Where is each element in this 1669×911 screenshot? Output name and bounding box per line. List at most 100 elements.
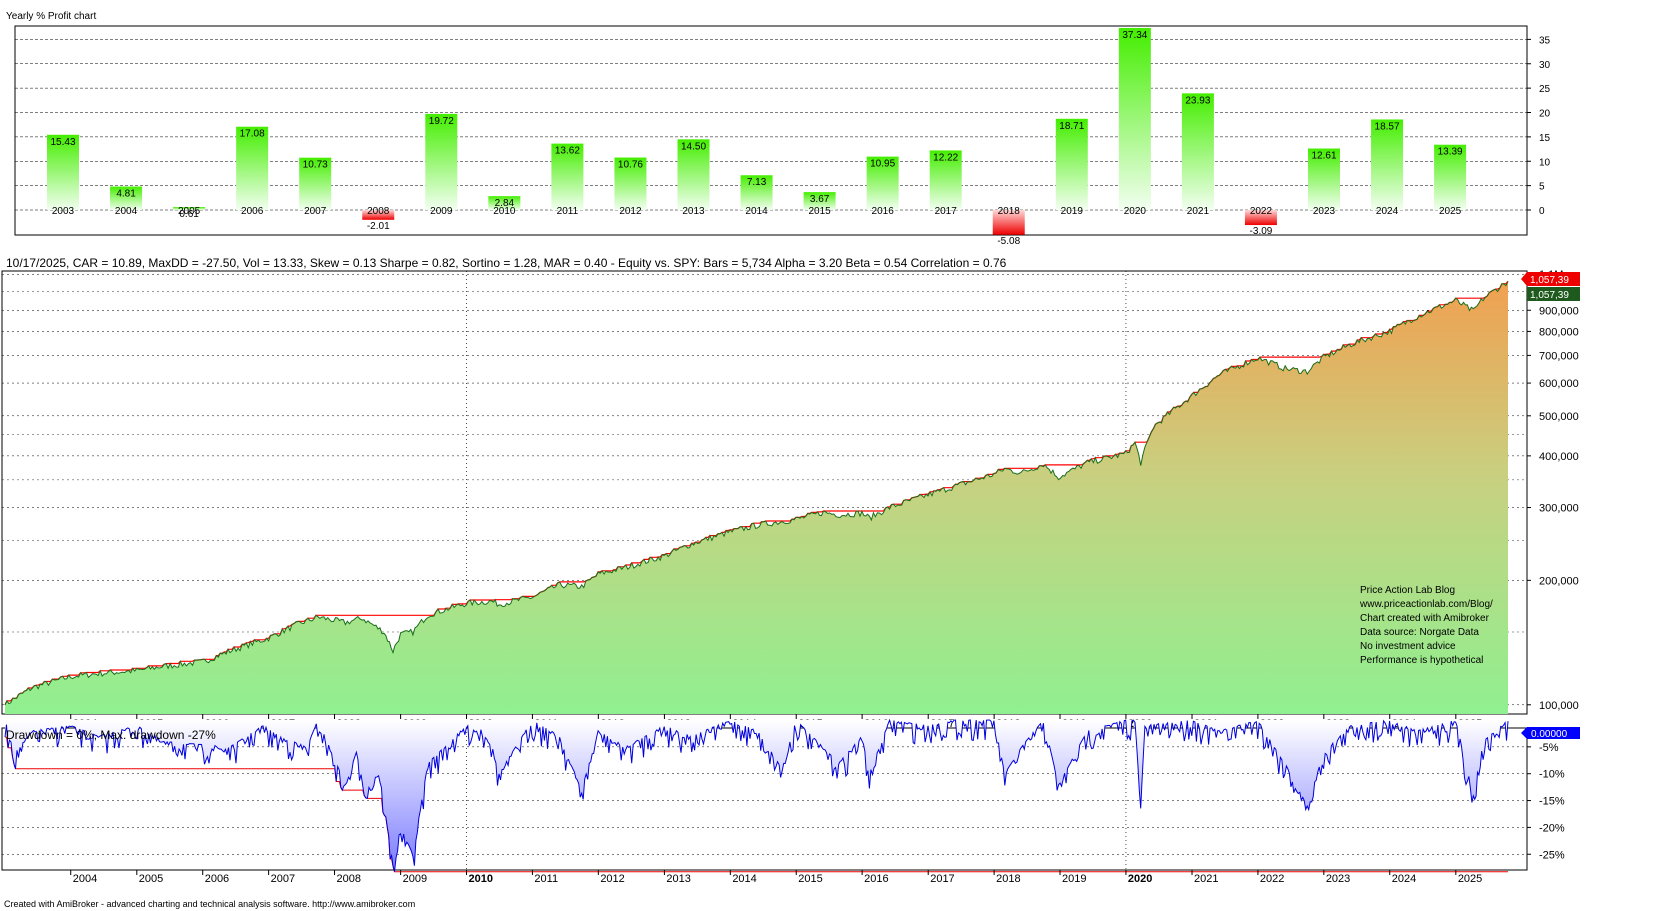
footer-credit: Created with AmiBroker - advanced charti… (4, 899, 416, 909)
drawdown-xlabel-2017: 2017 (930, 873, 954, 885)
yearly-year-label-2011: 2011 (557, 206, 579, 217)
equity-credits: Price Action Lab Blog www.priceactionlab… (1359, 585, 1493, 666)
credit-line-2: www.priceactionlab.com/Blog/ (1359, 599, 1493, 610)
yearly-year-label-2003: 2003 (52, 206, 75, 217)
yearly-value-label-2018: -5.08 (997, 236, 1020, 247)
yearly-value-label-2006: 17.08 (240, 129, 265, 140)
yearly-year-label-2008: 2008 (367, 206, 390, 217)
equity-tick-label-9: 100,000 (1539, 700, 1579, 712)
yearly-value-label-2009: 19.72 (429, 116, 454, 127)
drawdown-xlabel-2016: 2016 (864, 873, 888, 885)
equity-tick-label-7: 300,000 (1539, 503, 1579, 515)
yearly-bar-2025 (1434, 144, 1467, 210)
yearly-year-label-2022: 2022 (1250, 206, 1273, 217)
yearly-bar-2018 (992, 210, 1025, 235)
yearly-value-label-2014: 7.13 (747, 177, 767, 188)
yearly-tick-label-5: 5 (1539, 182, 1545, 193)
yearly-bar-2009 (425, 113, 458, 210)
yearly-bar-2006 (236, 126, 269, 210)
drawdown-xlabel-2014: 2014 (732, 873, 756, 885)
yearly-bar-2024 (1371, 119, 1404, 210)
yearly-y-axis: 35 30 25 20 15 10 5 0 (1527, 35, 1551, 217)
yearly-bar-2007 (299, 157, 332, 210)
yearly-value-label-2024: 18.57 (1375, 121, 1400, 132)
yearly-value-label-2021: 23.93 (1185, 95, 1210, 106)
yearly-year-label-2017: 2017 (935, 206, 958, 217)
yearly-bar-2008 (362, 210, 395, 220)
yearly-value-label-2011: 13.62 (555, 146, 580, 157)
drawdown-current-tag-label: 0.00000 (1531, 729, 1568, 740)
drawdown-xlabel-2008: 2008 (337, 873, 361, 885)
yearly-year-label-2020: 2020 (1124, 206, 1147, 217)
drawdown-current-tag (1521, 727, 1580, 739)
drawdown-xlabel-2022: 2022 (1260, 873, 1284, 885)
yearly-year-label-2025: 2025 (1439, 206, 1462, 217)
drawdown-xlabel-2010: 2010 (469, 873, 493, 885)
drawdown-xlabel-2025: 2025 (1458, 873, 1482, 885)
credit-line-3: Chart created with Amibroker (1360, 613, 1490, 624)
drawdown-xlabel-2004: 2004 (73, 873, 97, 885)
yearly-tick-label-30: 30 (1539, 60, 1551, 71)
yearly-year-label-2021: 2021 (1187, 206, 1210, 217)
yearly-bar-2022 (1244, 210, 1277, 226)
price-tag-green-label: 1,057,39 (1530, 290, 1569, 301)
drawdown-tick-label-2: -10% (1539, 769, 1565, 781)
equity-tick-label-1: 900,000 (1539, 305, 1579, 317)
drawdown-max-line (5, 736, 1508, 873)
yearly-year-label-2016: 2016 (872, 206, 895, 217)
price-tag-red (1521, 272, 1580, 286)
drawdown-line (4, 718, 1509, 872)
yearly-value-label-2016: 10.95 (870, 159, 895, 170)
yearly-bar-2003 (47, 134, 79, 210)
yearly-year-label-2013: 2013 (682, 206, 705, 217)
yearly-value-label-2008: -2.01 (367, 221, 390, 232)
drawdown-header: Drawdown = 0%, Max. drawdown -27% (6, 728, 216, 742)
drawdown-xlabel-2023: 2023 (1326, 873, 1350, 885)
yearly-tick-label-25: 25 (1539, 84, 1551, 95)
equity-tick-label-8: 200,000 (1539, 575, 1579, 587)
equity-tick-label-3: 700,000 (1539, 350, 1579, 362)
price-tag-red-label: 1,057,39 (1530, 275, 1569, 286)
yearly-year-label-2006: 2006 (241, 206, 264, 217)
yearly-value-label-2007: 10.73 (303, 160, 328, 171)
equity-tick-label-2: 800,000 (1539, 326, 1579, 338)
yearly-bar-2011 (551, 143, 584, 210)
yearly-year-label-2024: 2024 (1376, 206, 1399, 217)
equity-area-fill (5, 281, 1508, 714)
yearly-year-label-2007: 2007 (304, 206, 327, 217)
yearly-value-label-2003: 15.43 (50, 137, 75, 148)
equity-stats-header: 10/17/2025, CAR = 10.89, MaxDD = -27.50,… (6, 256, 1007, 270)
equity-curve-line (4, 281, 1509, 706)
drawdown-tick-label-3: -15% (1539, 796, 1565, 808)
yearly-value-label-2012: 10.76 (618, 160, 643, 171)
yearly-bar-2004 (110, 186, 143, 210)
yearly-tick-label-20: 20 (1539, 109, 1551, 120)
yearly-value-label-2015: 3.67 (810, 194, 830, 205)
yearly-value-label-2017: 12.22 (933, 152, 958, 163)
drawdown-xlabel-2015: 2015 (798, 873, 822, 885)
drawdown-xlabel-2013: 2013 (666, 873, 690, 885)
yearly-value-label-2023: 12.61 (1311, 151, 1336, 162)
drawdown-x-axis: 2004 2005 2006 2007 2008 2009 2010 2011 2012 2013… (70, 870, 1482, 885)
yearly-year-label-2023: 2023 (1313, 206, 1336, 217)
yearly-value-label-2025: 13.39 (1438, 147, 1463, 158)
yearly-tick-label-15: 15 (1539, 133, 1551, 144)
yearly-bar-2016 (866, 156, 899, 210)
yearly-bar-2012 (614, 157, 647, 210)
yearly-bar-2021 (1181, 93, 1214, 210)
yearly-year-label-2012: 2012 (619, 206, 642, 217)
yearly-bar-2014 (740, 175, 773, 210)
drawdown-xlabel-2005: 2005 (139, 873, 163, 885)
drawdown-y-axis: -5% -10% -15% -20% -25% (1527, 742, 1565, 861)
yearly-tick-label-35: 35 (1539, 35, 1551, 46)
credit-line-6: Performance is hypothetical (1360, 655, 1483, 666)
drawdown-area-fill (5, 720, 1508, 872)
credit-line-5: No investment advice (1360, 641, 1456, 652)
equity-tick-label-4: 600,000 (1539, 378, 1579, 390)
yearly-tick-label-0: 0 (1539, 206, 1545, 217)
drawdown-tick-label-4: -20% (1539, 822, 1565, 834)
drawdown-xlabel-2007: 2007 (271, 873, 295, 885)
yearly-bar-2013 (677, 139, 710, 210)
